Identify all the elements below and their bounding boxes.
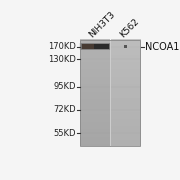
Text: 72KD: 72KD (53, 105, 76, 114)
Text: NCOA1: NCOA1 (145, 42, 179, 51)
Bar (81, 44, 110, 50)
Text: 130KD: 130KD (48, 55, 76, 64)
Bar (80, 40, 110, 146)
Bar (124, 45, 127, 48)
Bar (82, 44, 94, 49)
Bar (80, 43, 111, 50)
Text: NIH3T3: NIH3T3 (87, 9, 117, 39)
Bar (79, 43, 111, 50)
Bar (80, 43, 110, 50)
Text: 170KD: 170KD (48, 42, 76, 51)
Bar (80, 40, 140, 146)
Text: 95KD: 95KD (53, 82, 76, 91)
Text: K562: K562 (118, 16, 141, 39)
Bar (82, 44, 109, 49)
Text: 55KD: 55KD (53, 129, 76, 138)
Bar (111, 40, 140, 146)
